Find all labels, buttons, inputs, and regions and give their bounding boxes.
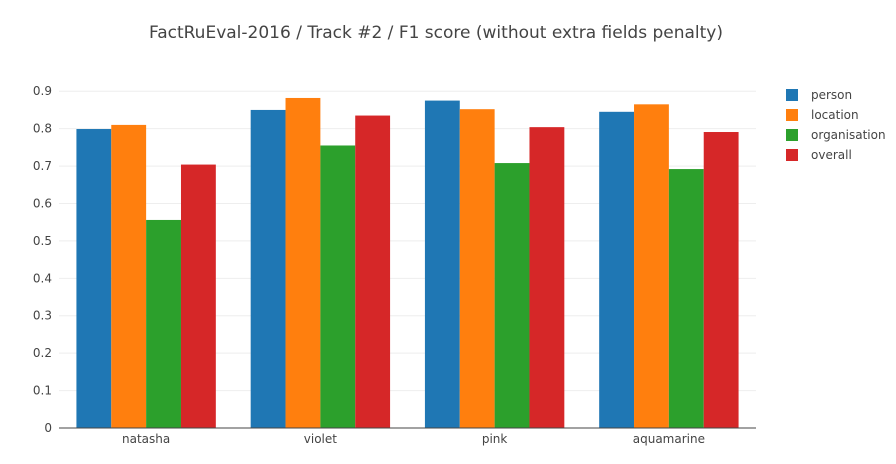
y-tick-label: 0.7 [33, 159, 52, 173]
x-tick-label: pink [482, 432, 508, 446]
y-tick-label: 0.8 [33, 122, 52, 136]
bar-location-natasha[interactable] [111, 124, 147, 428]
bar-organisation-violet[interactable] [320, 145, 356, 428]
y-tick-label: 0.3 [33, 309, 52, 323]
bar-organisation-pink[interactable] [494, 163, 530, 428]
x-tick-label: aquamarine [633, 432, 705, 446]
legend-item-person[interactable]: person [786, 88, 852, 102]
bar-overall-pink[interactable] [529, 127, 565, 429]
y-tick-label: 0.6 [33, 196, 52, 210]
legend-label: overall [811, 148, 852, 162]
bar-person-aquamarine[interactable] [599, 111, 635, 428]
y-tick-label: 0 [44, 421, 52, 435]
legend-item-organisation[interactable]: organisation [786, 128, 886, 142]
bar-person-pink[interactable] [424, 100, 460, 429]
bar-organisation-aquamarine[interactable] [668, 169, 704, 429]
x-tick-label: natasha [122, 432, 170, 446]
legend-label: location [811, 108, 859, 122]
bar-location-violet[interactable] [285, 97, 321, 428]
legend[interactable]: person location organisation overall [786, 88, 886, 162]
bar-location-aquamarine[interactable] [634, 104, 669, 429]
bar-overall-violet[interactable] [355, 115, 391, 428]
legend-swatch [786, 149, 798, 161]
bars [76, 97, 739, 429]
legend-label: organisation [811, 128, 886, 142]
bar-overall-aquamarine[interactable] [703, 132, 739, 428]
bar-organisation-natasha[interactable] [146, 219, 181, 428]
bar-location-pink[interactable] [459, 109, 495, 428]
bar-person-natasha[interactable] [76, 129, 112, 428]
y-tick-label: 0.5 [33, 234, 52, 248]
chart-title: FactRuEval-2016 / Track #2 / F1 score (w… [149, 23, 723, 43]
y-tick-label: 0.9 [33, 84, 52, 98]
legend-item-overall[interactable]: overall [786, 148, 852, 162]
bar-person-violet[interactable] [250, 109, 286, 428]
axes: 0 0.1 0.2 0.3 0.4 0.5 0.6 0.7 0.8 0.9 natasha viole… [33, 84, 756, 446]
y-tick-label: 0.4 [33, 271, 52, 285]
legend-swatch [786, 109, 798, 121]
legend-swatch [786, 129, 798, 141]
y-tick-label: 0.1 [33, 384, 52, 398]
bar-overall-natasha[interactable] [180, 164, 216, 428]
x-tick-label: violet [304, 432, 337, 446]
legend-item-location[interactable]: location [786, 108, 859, 122]
legend-swatch [786, 89, 798, 101]
y-tick-label: 0.2 [33, 346, 52, 360]
legend-label: person [811, 88, 852, 102]
